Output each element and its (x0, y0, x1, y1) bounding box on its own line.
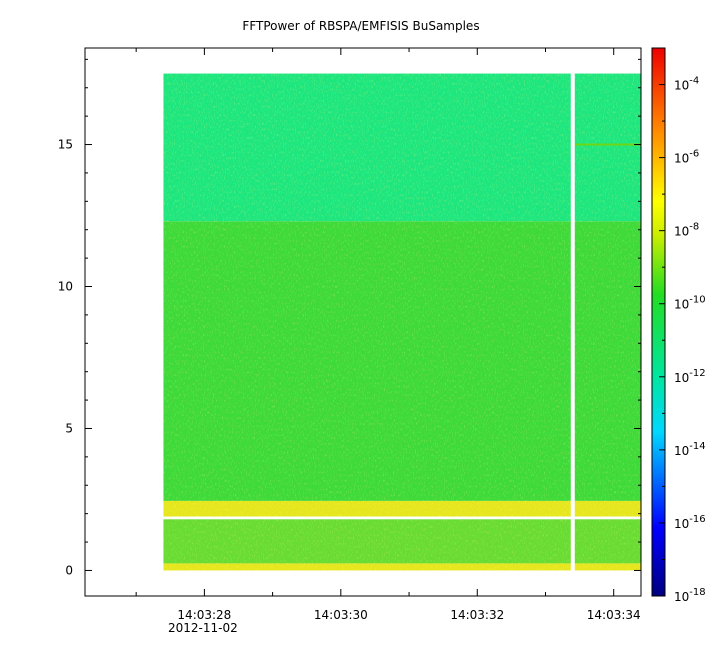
colorbar: 10-4 10-6 10-8 10-10 10-12 10-14 10-16 10-18 (651, 47, 706, 604)
data-gap (570, 72, 575, 572)
x-tick-label-0: 14:03:28 (177, 608, 231, 622)
y-axis: 0 5 10 15 (58, 58, 641, 577)
x-axis: 14:03:28 14:03:30 14:03:32 14:03:34 (135, 48, 641, 622)
colorbar-tick-label--18: 10-18 (674, 587, 706, 604)
colorbar-tick-label--8: 10-8 (674, 222, 699, 239)
line-feature (572, 143, 641, 146)
y-tick-label-15: 15 (58, 138, 73, 152)
colorbar-tick-label--6: 10-6 (674, 149, 699, 166)
plot-frame (84, 47, 642, 597)
colorbar-tick-label--14: 10-14 (674, 441, 706, 458)
x-tick-label-2: 14:03:32 (450, 608, 504, 622)
chart-title: FFTPower of RBSPA/EMFISIS BuSamples (242, 19, 479, 33)
colorbar-tick-label--4: 10-4 (674, 76, 699, 93)
y-tick-label-10: 10 (58, 280, 73, 294)
texture-overlay (163, 73, 641, 571)
colorbar-tick-label--12: 10-12 (674, 368, 706, 385)
x-tick-label-1: 14:03:30 (314, 608, 368, 622)
y-tick-label-5: 5 (65, 421, 73, 435)
colorbar-gradient (652, 48, 665, 596)
colorbar-frame (651, 47, 666, 597)
colorbar-tick-label--10: 10-10 (674, 295, 706, 312)
colorbar-tick-label--16: 10-16 (674, 514, 706, 531)
x-date-label: 2012-11-02 (168, 621, 238, 635)
x-tick-label-3: 14:03:34 (587, 608, 641, 622)
y-tick-label-0: 0 (65, 563, 73, 577)
plot-area (163, 72, 641, 572)
